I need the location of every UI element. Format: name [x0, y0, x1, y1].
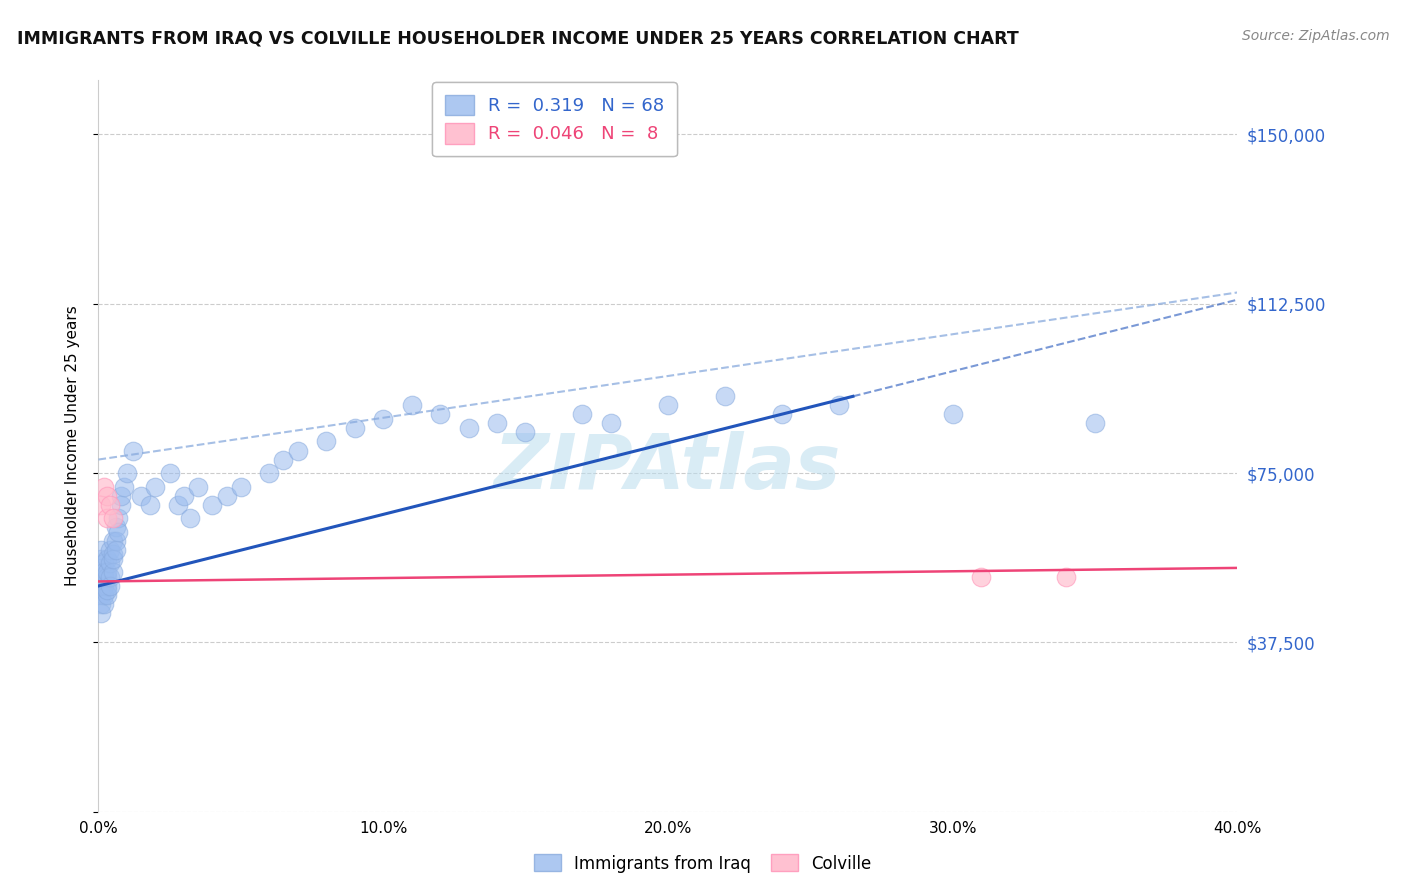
Point [98, 579, 121, 593]
Point [167, 498, 190, 512]
Point [229, 480, 252, 494]
Point [770, 408, 793, 422]
Point [115, 466, 138, 480]
Point [287, 443, 309, 458]
Point [571, 408, 593, 422]
Point [145, 480, 167, 494]
Point [90, 570, 112, 584]
Point [90, 561, 112, 575]
Point [201, 498, 224, 512]
Point [90, 552, 112, 566]
Point [107, 524, 129, 539]
Point [90, 588, 112, 602]
Point [93, 597, 115, 611]
Point [110, 498, 132, 512]
Point [98, 498, 121, 512]
Point [93, 588, 115, 602]
Point [121, 443, 143, 458]
Point [98, 557, 121, 571]
Point [1056, 570, 1078, 584]
Point [107, 511, 129, 525]
Point [101, 547, 124, 561]
Point [486, 417, 509, 431]
Point [90, 498, 112, 512]
Point [343, 421, 366, 435]
Text: Source: ZipAtlas.com: Source: ZipAtlas.com [1241, 29, 1389, 44]
Point [457, 421, 479, 435]
Point [104, 533, 127, 548]
Point [96, 570, 118, 584]
Point [179, 511, 201, 525]
Point [96, 552, 118, 566]
Point [96, 489, 118, 503]
Point [215, 489, 238, 503]
Legend: R =  0.319   N = 68, R =  0.046   N =  8: R = 0.319 N = 68, R = 0.046 N = 8 [432, 82, 676, 156]
Point [90, 542, 112, 557]
Point [187, 480, 209, 494]
Point [90, 579, 112, 593]
Point [104, 542, 127, 557]
Point [104, 520, 127, 534]
Point [129, 489, 152, 503]
Point [138, 498, 160, 512]
Point [828, 398, 851, 412]
Point [429, 408, 451, 422]
Point [101, 511, 124, 525]
Point [315, 434, 337, 449]
Point [96, 566, 118, 580]
Point [90, 606, 112, 620]
Point [259, 466, 281, 480]
Point [96, 583, 118, 598]
Y-axis label: Householder Income Under 25 years: Householder Income Under 25 years [65, 306, 80, 586]
Point [101, 566, 124, 580]
Point [159, 466, 181, 480]
Point [96, 511, 118, 525]
Point [173, 489, 195, 503]
Point [90, 597, 112, 611]
Point [93, 557, 115, 571]
Text: ZIPAtlas: ZIPAtlas [494, 431, 842, 505]
Legend: Immigrants from Iraq, Colville: Immigrants from Iraq, Colville [527, 847, 879, 880]
Point [93, 579, 115, 593]
Point [93, 566, 115, 580]
Point [93, 480, 115, 494]
Point [373, 412, 395, 426]
Point [273, 452, 295, 467]
Point [657, 398, 679, 412]
Point [942, 408, 965, 422]
Point [96, 588, 118, 602]
Point [110, 489, 132, 503]
Point [96, 579, 118, 593]
Point [93, 570, 115, 584]
Point [98, 542, 121, 557]
Text: IMMIGRANTS FROM IRAQ VS COLVILLE HOUSEHOLDER INCOME UNDER 25 YEARS CORRELATION C: IMMIGRANTS FROM IRAQ VS COLVILLE HOUSEHO… [17, 29, 1018, 47]
Point [401, 398, 423, 412]
Point [600, 417, 623, 431]
Point [515, 425, 537, 440]
Point [970, 570, 993, 584]
Point [112, 480, 135, 494]
Point [98, 570, 121, 584]
Point [1084, 417, 1107, 431]
Point [714, 389, 737, 403]
Point [101, 533, 124, 548]
Point [101, 552, 124, 566]
